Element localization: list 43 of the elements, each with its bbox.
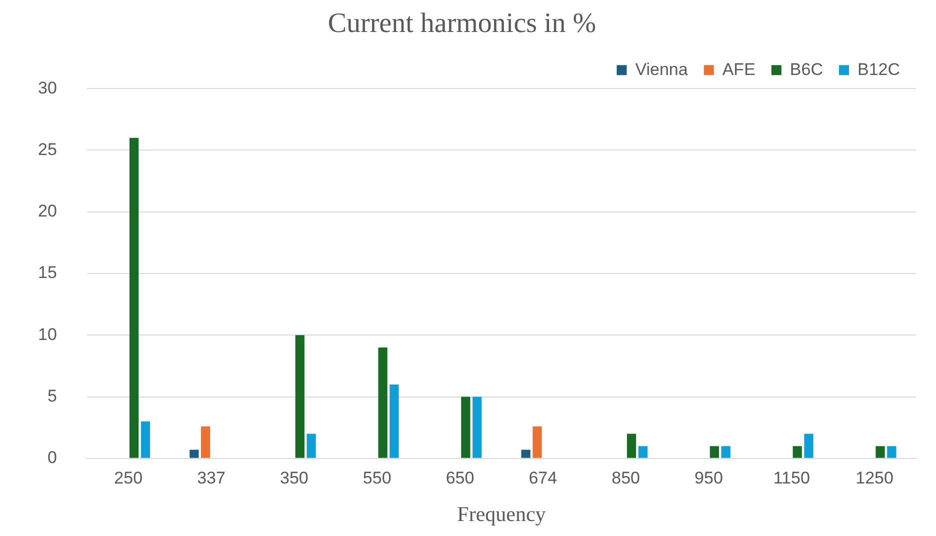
x-tick-label: 1250: [856, 468, 894, 488]
legend-label: B6C: [790, 60, 823, 79]
chart-title: Current harmonics in %: [328, 8, 596, 40]
bar: [130, 138, 139, 458]
bar: [472, 396, 482, 458]
bar: [190, 450, 199, 458]
bar: [721, 446, 730, 458]
bar: [521, 450, 530, 458]
y-tick-label: 25: [38, 140, 57, 159]
legend-label: Vienna: [635, 60, 688, 79]
x-axis-title: Frequency: [457, 502, 546, 526]
bar: [887, 446, 896, 458]
x-tick-label: 337: [197, 468, 226, 488]
bar: [626, 434, 636, 458]
bar: [876, 446, 885, 458]
bar: [804, 434, 814, 458]
bar: [638, 446, 648, 458]
bar: [532, 426, 542, 458]
y-tick-label: 15: [38, 263, 57, 282]
x-tick-label: 350: [280, 468, 308, 488]
bar: [140, 421, 150, 458]
y-tick-label: 10: [38, 324, 57, 344]
legend-label: AFE: [722, 60, 756, 79]
x-tick-label: 1150: [773, 468, 810, 488]
bar: [378, 347, 388, 458]
bar: [306, 434, 316, 458]
y-tick-label: 20: [38, 202, 57, 221]
x-tick-label: 550: [362, 468, 392, 488]
y-tick-label: 0: [47, 448, 57, 468]
x-tick-label: 850: [612, 468, 640, 488]
bar: [710, 446, 719, 458]
bar: [390, 384, 399, 458]
bar: [792, 446, 802, 458]
y-tick-label: 5: [47, 386, 57, 406]
x-tick-label: 950: [694, 468, 723, 488]
bar: [295, 335, 304, 458]
x-tick-label: 650: [446, 468, 474, 488]
bar: [461, 396, 470, 458]
x-tick-label: 674: [528, 468, 558, 488]
y-tick-label: 30: [38, 78, 57, 98]
legend-label: B12C: [857, 60, 900, 79]
bar: [201, 426, 210, 458]
x-tick-label: 250: [114, 468, 143, 488]
